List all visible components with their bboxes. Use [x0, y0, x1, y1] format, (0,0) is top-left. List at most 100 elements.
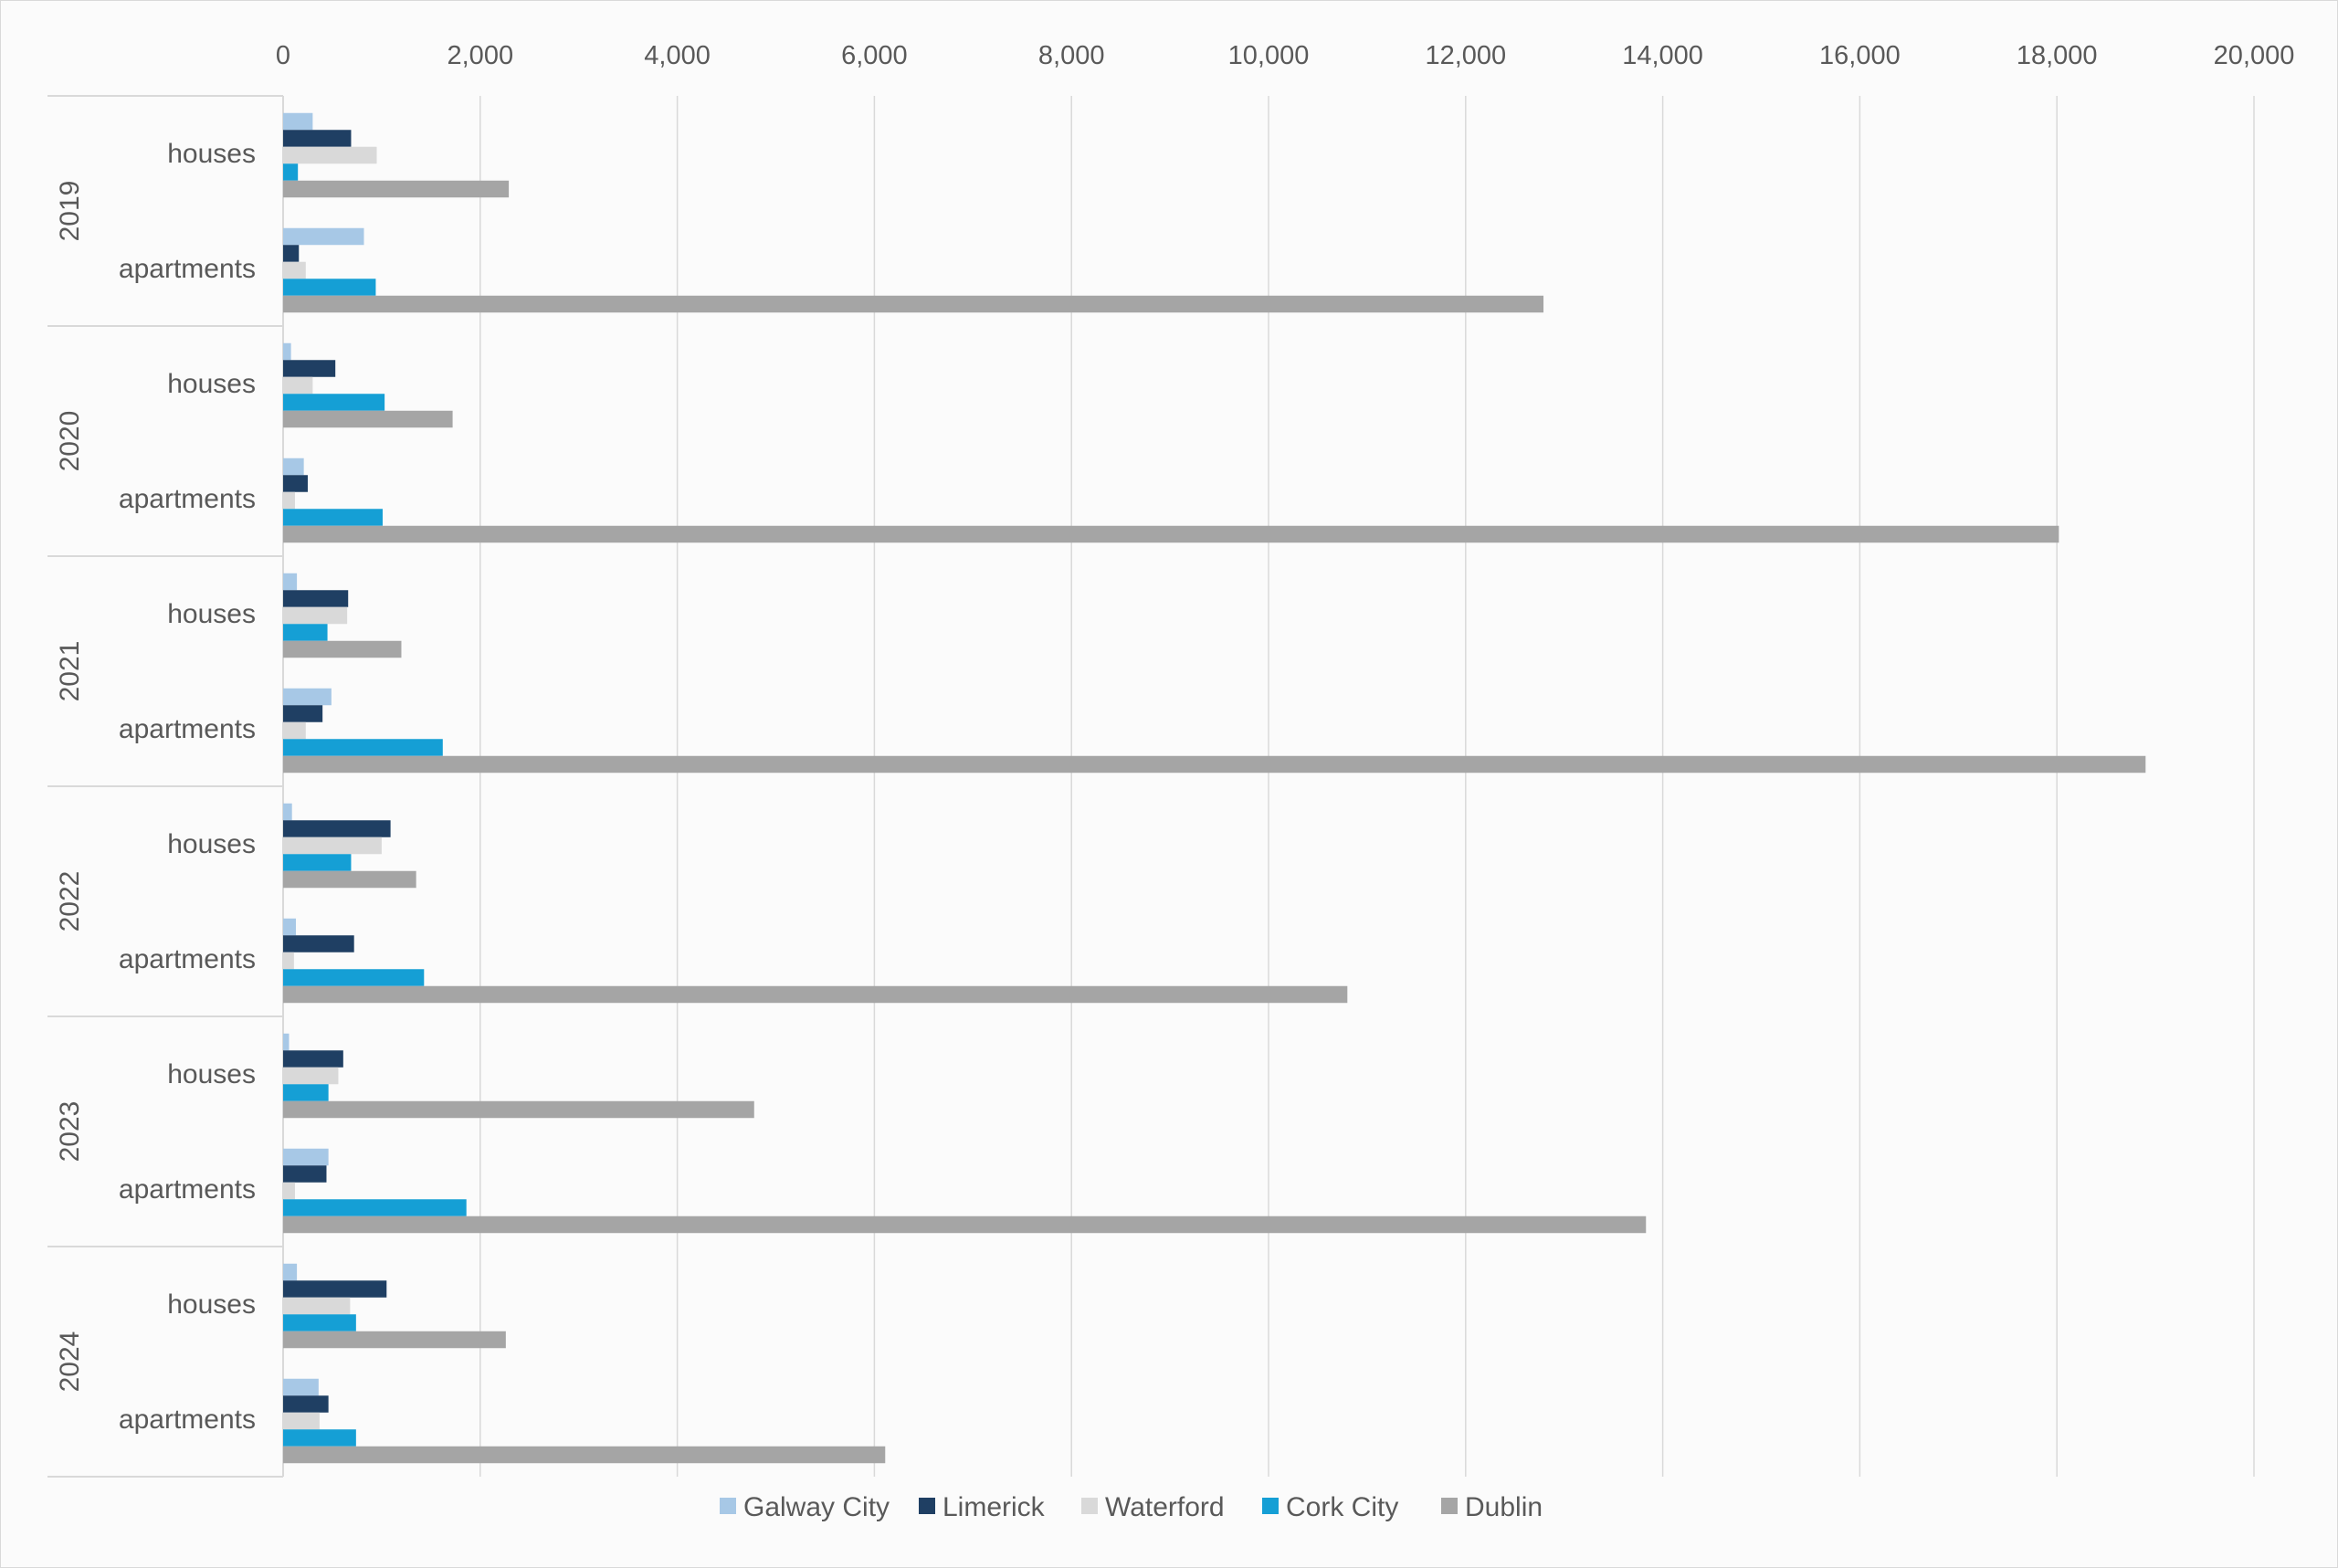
bar-galway-city — [283, 573, 298, 591]
group-label: 2019 — [55, 181, 85, 242]
bar-dublin — [283, 410, 453, 428]
bar-galway-city — [283, 1148, 329, 1166]
group-label: 2020 — [55, 411, 85, 472]
bar-limerick — [283, 1165, 327, 1183]
bar-limerick — [283, 475, 308, 492]
x-tick-label: 0 — [276, 41, 290, 70]
bar-limerick — [283, 1280, 387, 1298]
category-label: apartments — [119, 1174, 256, 1205]
x-tick-label: 10,000 — [1228, 41, 1310, 70]
category-label: houses — [167, 369, 256, 399]
x-tick-label: 4,000 — [644, 41, 711, 70]
bar-dublin — [283, 640, 402, 658]
bar-waterford — [283, 837, 382, 855]
bar-cork-city — [283, 163, 299, 181]
bar-limerick — [283, 590, 349, 607]
bar-cork-city — [283, 1314, 356, 1331]
group-label: 2024 — [55, 1331, 85, 1393]
x-tick-label: 8,000 — [1038, 41, 1105, 70]
legend-label: Cork City — [1286, 1492, 1398, 1522]
bar-limerick — [283, 935, 354, 952]
x-tick-label: 6,000 — [841, 41, 908, 70]
bar-dublin — [283, 180, 510, 198]
legend-swatch — [720, 1498, 736, 1514]
legend-label: Dublin — [1465, 1492, 1543, 1522]
x-tick-label: 14,000 — [1622, 41, 1703, 70]
bar-waterford — [283, 491, 295, 510]
group-label: 2023 — [55, 1101, 85, 1163]
x-tick-label: 16,000 — [1819, 41, 1901, 70]
bar-limerick — [283, 360, 336, 377]
category-label: apartments — [119, 714, 256, 744]
bar-cork-city — [283, 279, 376, 296]
legend-label: Limerick — [943, 1492, 1046, 1522]
legend-label: Waterford — [1105, 1492, 1225, 1522]
bar-galway-city — [283, 1378, 319, 1396]
bar-waterford — [283, 1297, 351, 1315]
bar-galway-city — [283, 227, 364, 246]
bar-dublin — [283, 525, 2059, 543]
bar-galway-city — [283, 803, 292, 821]
bar-waterford — [283, 606, 348, 625]
bar-cork-city — [283, 1084, 329, 1101]
group-label: 2022 — [55, 871, 85, 932]
bar-limerick — [283, 245, 300, 262]
category-label: apartments — [119, 254, 256, 284]
bar-cork-city — [283, 1429, 356, 1447]
category-label: apartments — [119, 484, 256, 514]
bar-dublin — [283, 1100, 754, 1119]
x-tick-label: 20,000 — [2214, 41, 2295, 70]
bar-galway-city — [283, 1033, 290, 1051]
legend-swatch — [1441, 1498, 1458, 1514]
bar-waterford — [283, 261, 306, 279]
x-tick-label: 2,000 — [448, 41, 514, 70]
bar-cork-city — [283, 739, 443, 756]
legend-swatch — [919, 1498, 935, 1514]
bar-waterford — [283, 952, 294, 970]
category-label: houses — [167, 599, 256, 629]
bar-limerick — [283, 1050, 343, 1068]
bar-galway-city — [283, 112, 313, 131]
category-label: apartments — [119, 944, 256, 974]
bar-waterford — [283, 721, 306, 740]
bar-waterford — [283, 146, 377, 164]
category-label: houses — [167, 139, 256, 169]
bar-limerick — [283, 1395, 329, 1413]
bar-dublin — [283, 755, 2146, 773]
bar-cork-city — [283, 1199, 467, 1216]
bar-dublin — [283, 295, 1544, 313]
bar-galway-city — [283, 918, 297, 936]
bar-dublin — [283, 1215, 1647, 1234]
bar-waterford — [283, 1182, 295, 1200]
legend-label: Galway City — [743, 1492, 890, 1522]
category-label: houses — [167, 829, 256, 859]
legend-swatch — [1081, 1498, 1098, 1514]
bar-cork-city — [283, 394, 385, 411]
bar-galway-city — [283, 458, 304, 476]
bar-limerick — [283, 705, 323, 722]
bar-dublin — [283, 870, 416, 889]
bar-waterford — [283, 1412, 320, 1430]
category-label: houses — [167, 1289, 256, 1320]
bar-galway-city — [283, 688, 332, 706]
bar-galway-city — [283, 1263, 298, 1281]
x-tick-label: 12,000 — [1425, 41, 1506, 70]
category-label: houses — [167, 1059, 256, 1089]
bar-dublin — [283, 1331, 506, 1349]
bar-waterford — [283, 376, 313, 395]
bar-galway-city — [283, 342, 291, 361]
bar-dublin — [283, 985, 1348, 1004]
bar-limerick — [283, 130, 352, 147]
group-label: 2021 — [55, 641, 85, 702]
bar-cork-city — [283, 624, 328, 641]
category-label: apartments — [119, 1405, 256, 1435]
x-tick-label: 18,000 — [2017, 41, 2098, 70]
bar-waterford — [283, 1067, 339, 1085]
bar-cork-city — [283, 969, 425, 986]
bar-limerick — [283, 820, 391, 837]
bar-cork-city — [283, 854, 352, 871]
bar-cork-city — [283, 509, 383, 526]
bar-dublin — [283, 1446, 886, 1464]
